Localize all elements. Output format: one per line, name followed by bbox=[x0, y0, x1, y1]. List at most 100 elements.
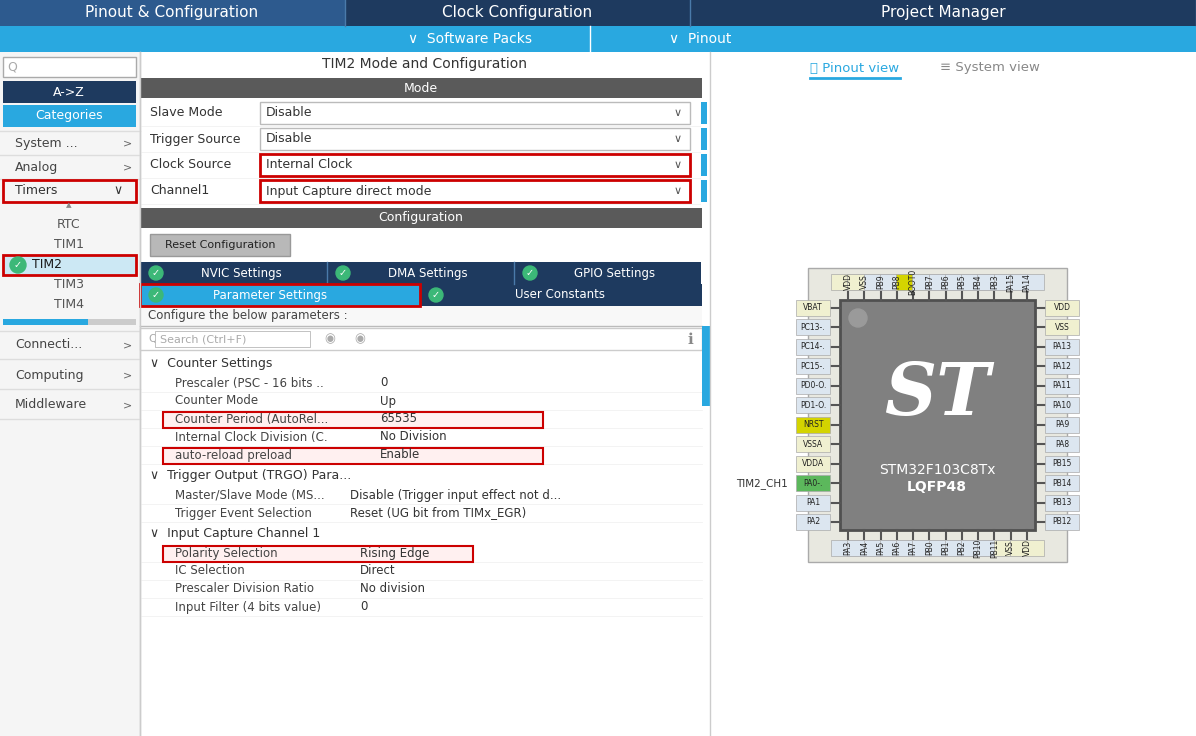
Text: RTC: RTC bbox=[57, 219, 81, 232]
Text: Q: Q bbox=[148, 334, 157, 344]
Bar bbox=[4, 105, 136, 127]
Bar bbox=[831, 274, 865, 290]
Text: VSS: VSS bbox=[1055, 323, 1069, 332]
Bar bbox=[1045, 417, 1079, 433]
Text: ✓: ✓ bbox=[14, 260, 22, 270]
Bar bbox=[913, 274, 946, 290]
Bar bbox=[797, 339, 830, 355]
Text: PA5: PA5 bbox=[875, 541, 885, 555]
Text: VSSA: VSSA bbox=[803, 439, 823, 449]
Bar bbox=[962, 274, 995, 290]
Text: ∨  Software Packs: ∨ Software Packs bbox=[408, 32, 532, 46]
Bar bbox=[260, 180, 690, 202]
Bar bbox=[945, 540, 978, 556]
Bar bbox=[702, 326, 710, 406]
Bar bbox=[140, 52, 710, 736]
Bar bbox=[163, 412, 543, 428]
Bar bbox=[1045, 436, 1079, 452]
Text: PB2: PB2 bbox=[958, 541, 966, 555]
Bar bbox=[260, 102, 690, 124]
Text: Counter Mode: Counter Mode bbox=[175, 394, 258, 408]
Text: PB10: PB10 bbox=[974, 538, 983, 558]
Text: PC14-.: PC14-. bbox=[800, 342, 825, 351]
Circle shape bbox=[523, 266, 537, 280]
Text: System ...: System ... bbox=[16, 136, 78, 149]
Text: Computing: Computing bbox=[16, 369, 84, 381]
Text: Search (Ctrl+F): Search (Ctrl+F) bbox=[160, 334, 246, 344]
Text: Parameter Settings: Parameter Settings bbox=[213, 289, 327, 302]
Text: PC13-.: PC13-. bbox=[800, 323, 825, 332]
Bar bbox=[1045, 319, 1079, 336]
Text: VDD: VDD bbox=[1054, 303, 1070, 313]
Text: Prescaler (PSC - 16 bits ..: Prescaler (PSC - 16 bits .. bbox=[175, 377, 324, 389]
Bar bbox=[797, 319, 830, 336]
Bar bbox=[0, 52, 140, 736]
Circle shape bbox=[849, 309, 867, 327]
Bar bbox=[4, 180, 136, 202]
Text: ∨  Counter Settings: ∨ Counter Settings bbox=[150, 356, 273, 369]
Text: Q: Q bbox=[7, 60, 17, 74]
Text: auto-reload preload: auto-reload preload bbox=[175, 448, 292, 461]
Text: >: > bbox=[123, 370, 133, 380]
Text: NVIC Settings: NVIC Settings bbox=[201, 266, 281, 280]
Bar bbox=[847, 274, 881, 290]
Text: No Division: No Division bbox=[380, 431, 446, 444]
Text: PB5: PB5 bbox=[958, 275, 966, 289]
Text: PA2: PA2 bbox=[806, 517, 820, 526]
Text: PA7: PA7 bbox=[909, 541, 917, 555]
Bar bbox=[928, 274, 963, 290]
Bar bbox=[896, 274, 930, 290]
Text: A->Z: A->Z bbox=[53, 85, 85, 99]
Text: NRST: NRST bbox=[803, 420, 823, 429]
Bar bbox=[1045, 378, 1079, 394]
Text: DMA Settings: DMA Settings bbox=[389, 266, 468, 280]
Text: Middleware: Middleware bbox=[16, 398, 87, 411]
Text: PA0-.: PA0-. bbox=[804, 478, 823, 487]
Text: Prescaler Division Ratio: Prescaler Division Ratio bbox=[175, 582, 315, 595]
Text: PB13: PB13 bbox=[1052, 498, 1072, 507]
Text: IC Selection: IC Selection bbox=[175, 565, 245, 578]
Text: PB8: PB8 bbox=[892, 275, 902, 289]
Text: PB15: PB15 bbox=[1052, 459, 1072, 468]
Bar bbox=[0, 0, 1196, 26]
Text: Categories: Categories bbox=[35, 110, 103, 122]
Circle shape bbox=[150, 288, 163, 302]
Text: VDDA: VDDA bbox=[803, 459, 824, 468]
Text: PA6: PA6 bbox=[892, 541, 902, 555]
Text: PA13: PA13 bbox=[1052, 342, 1072, 351]
Text: ✓: ✓ bbox=[432, 290, 440, 300]
Bar bbox=[864, 540, 897, 556]
Bar bbox=[797, 495, 830, 511]
Bar bbox=[797, 436, 830, 452]
Bar bbox=[4, 255, 136, 275]
Text: Clock Source: Clock Source bbox=[150, 158, 231, 171]
Text: Internal Clock: Internal Clock bbox=[266, 158, 353, 171]
Bar bbox=[962, 540, 995, 556]
Text: PB12: PB12 bbox=[1052, 517, 1072, 526]
Text: PB9: PB9 bbox=[875, 275, 885, 289]
Text: ✓: ✓ bbox=[526, 268, 535, 278]
Text: VDD: VDD bbox=[1023, 539, 1031, 556]
Bar bbox=[260, 128, 690, 150]
Text: ∨: ∨ bbox=[673, 186, 682, 196]
Text: PA15: PA15 bbox=[1006, 272, 1015, 291]
Text: TIM1: TIM1 bbox=[54, 238, 84, 252]
Bar bbox=[847, 540, 881, 556]
Text: PD1-O.: PD1-O. bbox=[800, 401, 826, 410]
Text: ℹ: ℹ bbox=[688, 331, 692, 347]
Bar bbox=[797, 475, 830, 491]
Text: >: > bbox=[123, 340, 133, 350]
Text: PD0-O.: PD0-O. bbox=[800, 381, 826, 390]
Bar bbox=[1045, 495, 1079, 511]
Text: User Constants: User Constants bbox=[515, 289, 605, 302]
Text: ≡ System view: ≡ System view bbox=[940, 62, 1041, 74]
Bar bbox=[710, 52, 1196, 736]
Text: ∨: ∨ bbox=[114, 185, 122, 197]
Text: Input Filter (4 bits value): Input Filter (4 bits value) bbox=[175, 601, 321, 614]
Bar bbox=[1045, 300, 1079, 316]
Text: PA4: PA4 bbox=[860, 541, 868, 555]
Text: Configure the below parameters :: Configure the below parameters : bbox=[148, 310, 348, 322]
Text: VSS: VSS bbox=[1006, 541, 1015, 556]
Text: PA8: PA8 bbox=[1055, 439, 1069, 449]
Text: VBAT: VBAT bbox=[804, 303, 823, 313]
